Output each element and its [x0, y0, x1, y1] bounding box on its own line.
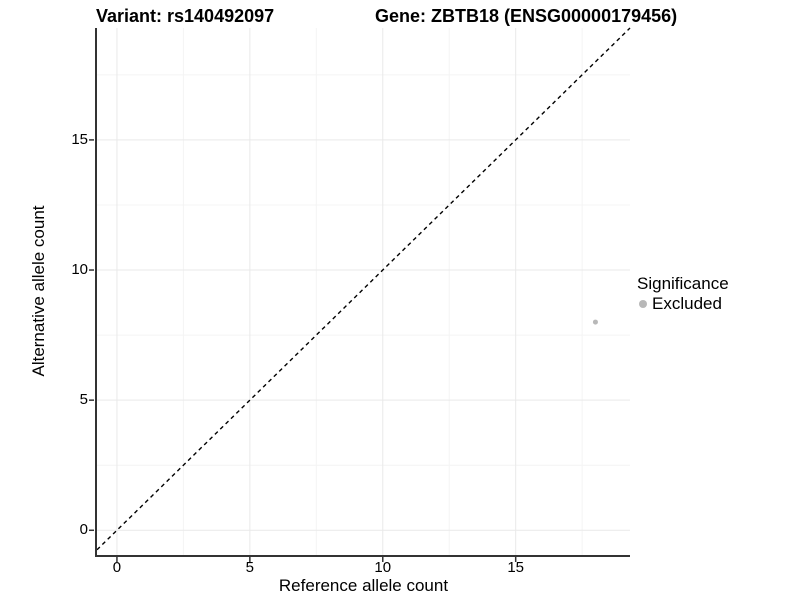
y-tick-label: 5 — [79, 391, 88, 409]
x-tick-label: 5 — [245, 559, 255, 576]
legend-item-excluded: Excluded — [637, 294, 729, 313]
identity-line — [96, 27, 631, 551]
data-point — [592, 319, 598, 325]
y-tick-label: 10 — [71, 261, 88, 279]
excluded-point-icon — [639, 299, 647, 308]
y-axis-title: Alternative allele count — [29, 205, 48, 377]
x-axis-title: Reference allele count — [278, 576, 449, 595]
y-tick-label: 0 — [79, 521, 88, 539]
legend-item-label: Excluded — [652, 294, 722, 313]
legend: Significance Excluded — [637, 274, 729, 313]
x-tick-label: 0 — [112, 559, 122, 576]
x-tick-label: 10 — [374, 559, 392, 576]
legend-title: Significance — [637, 274, 729, 293]
variant-title: Variant: rs140492097 — [96, 6, 275, 26]
gene-title: Gene: ZBTB18 (ENSG00000179456) — [375, 6, 678, 26]
x-tick-label: 15 — [507, 559, 525, 576]
y-tick-label: 15 — [71, 130, 88, 148]
